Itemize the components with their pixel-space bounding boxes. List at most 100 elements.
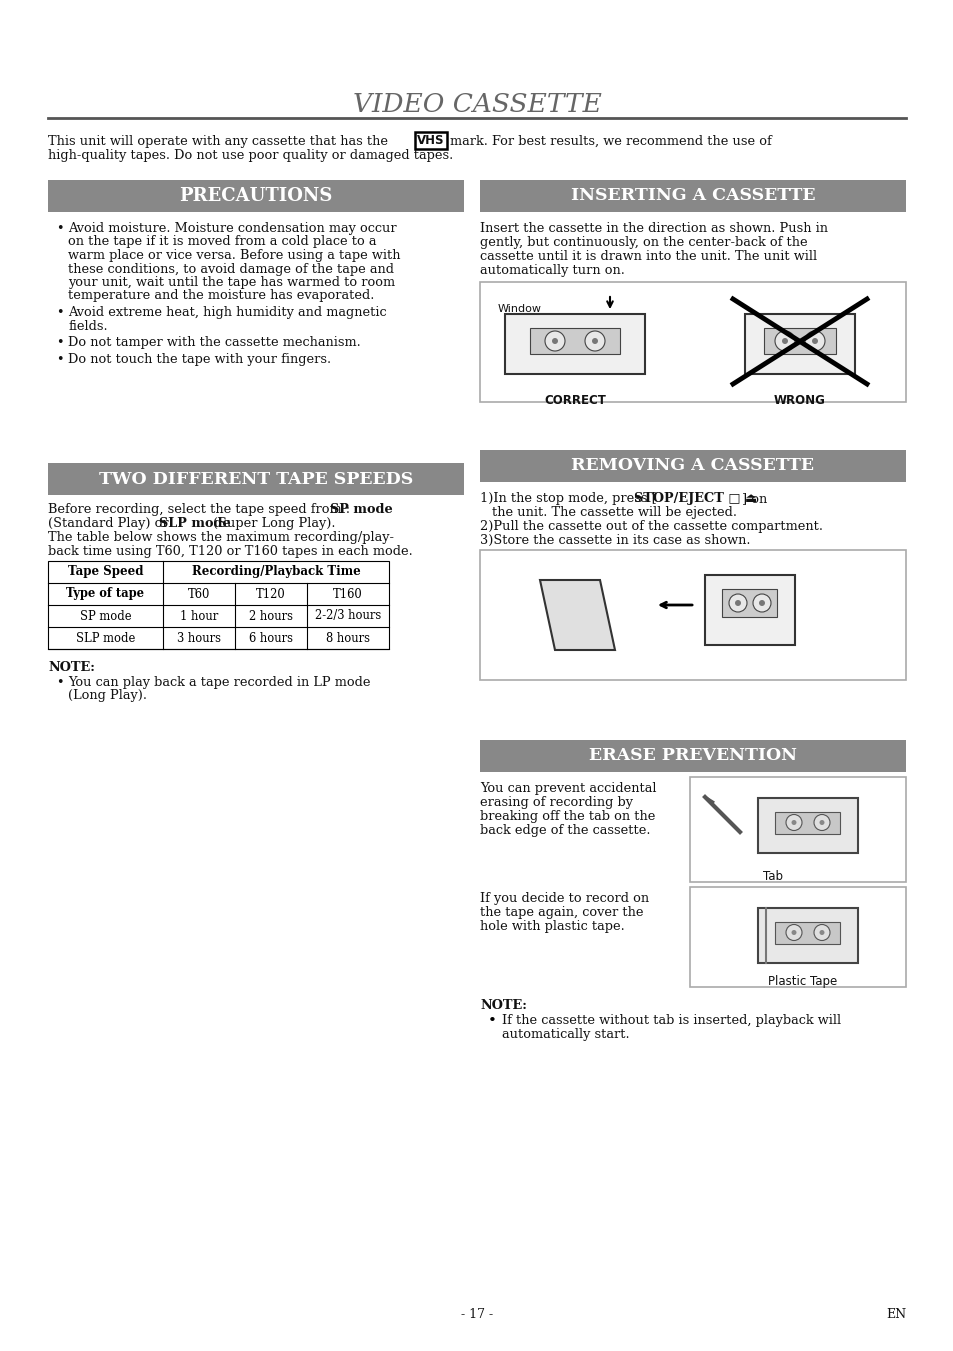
Text: •: • bbox=[56, 222, 64, 235]
Text: automatically turn on.: automatically turn on. bbox=[479, 263, 624, 277]
Bar bbox=[775, 921, 840, 943]
Text: SP mode: SP mode bbox=[80, 609, 132, 623]
Text: 2)Pull the cassette out of the cassette compartment.: 2)Pull the cassette out of the cassette … bbox=[479, 520, 822, 534]
Circle shape bbox=[759, 600, 764, 607]
Text: Before recording, select the tape speed from :: Before recording, select the tape speed … bbox=[48, 503, 354, 516]
Text: Window: Window bbox=[497, 304, 541, 313]
Circle shape bbox=[592, 338, 598, 345]
Text: Insert the cassette in the direction as shown. Push in: Insert the cassette in the direction as … bbox=[479, 222, 827, 235]
Text: back edge of the cassette.: back edge of the cassette. bbox=[479, 824, 650, 838]
Circle shape bbox=[804, 331, 824, 351]
Bar bbox=[48, 180, 463, 212]
Bar bbox=[744, 313, 854, 374]
Circle shape bbox=[819, 820, 823, 825]
Bar bbox=[763, 328, 835, 354]
Text: •: • bbox=[488, 1015, 497, 1028]
Bar bbox=[479, 450, 905, 482]
Circle shape bbox=[785, 815, 801, 831]
Text: on the tape if it is moved from a cold place to a: on the tape if it is moved from a cold p… bbox=[68, 235, 376, 249]
Text: INSERTING A CASSETTE: INSERTING A CASSETTE bbox=[570, 188, 815, 204]
Circle shape bbox=[791, 929, 796, 935]
Text: hole with plastic tape.: hole with plastic tape. bbox=[479, 920, 624, 934]
Text: (Super Long Play).: (Super Long Play). bbox=[213, 517, 335, 530]
Text: NOTE:: NOTE: bbox=[479, 998, 526, 1012]
Text: ] on: ] on bbox=[741, 492, 766, 505]
Circle shape bbox=[544, 331, 564, 351]
Text: 6 hours: 6 hours bbox=[249, 631, 293, 644]
Text: Type of tape: Type of tape bbox=[67, 588, 144, 600]
Text: automatically start.: automatically start. bbox=[501, 1028, 629, 1042]
Bar bbox=[479, 180, 905, 212]
Text: 3 hours: 3 hours bbox=[177, 631, 221, 644]
Bar bbox=[48, 561, 389, 648]
Text: •: • bbox=[56, 353, 64, 366]
Text: Recording/Playback Time: Recording/Playback Time bbox=[192, 566, 360, 578]
Bar bbox=[775, 812, 840, 834]
Text: REMOVING A CASSETTE: REMOVING A CASSETTE bbox=[571, 458, 814, 474]
Circle shape bbox=[791, 820, 796, 825]
Text: Do not touch the tape with your fingers.: Do not touch the tape with your fingers. bbox=[68, 353, 331, 366]
Text: VHS: VHS bbox=[416, 134, 444, 147]
Polygon shape bbox=[539, 580, 615, 650]
Text: 2 hours: 2 hours bbox=[249, 609, 293, 623]
Text: CORRECT: CORRECT bbox=[543, 394, 605, 407]
Text: your unit, wait until the tape has warmed to room: your unit, wait until the tape has warme… bbox=[68, 276, 395, 289]
Text: Tape Speed: Tape Speed bbox=[68, 566, 143, 578]
Bar bbox=[689, 777, 905, 882]
Text: You can prevent accidental: You can prevent accidental bbox=[479, 782, 656, 794]
Text: Tab: Tab bbox=[762, 870, 782, 884]
Text: WRONG: WRONG bbox=[773, 394, 825, 407]
Text: Plastic Tape: Plastic Tape bbox=[767, 975, 837, 988]
Circle shape bbox=[813, 924, 829, 940]
Text: ERASE PREVENTION: ERASE PREVENTION bbox=[588, 747, 796, 765]
Text: STOP/EJECT □ ⏏: STOP/EJECT □ ⏏ bbox=[634, 492, 757, 505]
Circle shape bbox=[728, 594, 746, 612]
Circle shape bbox=[734, 600, 740, 607]
Text: 3)Store the cassette in its case as shown.: 3)Store the cassette in its case as show… bbox=[479, 534, 750, 547]
Text: mark. For best results, we recommend the use of: mark. For best results, we recommend the… bbox=[450, 135, 771, 149]
Bar bbox=[479, 740, 905, 771]
Bar bbox=[530, 328, 619, 354]
Text: these conditions, to avoid damage of the tape and: these conditions, to avoid damage of the… bbox=[68, 262, 394, 276]
Text: fields.: fields. bbox=[68, 319, 108, 332]
Text: 1 hour: 1 hour bbox=[180, 609, 218, 623]
Text: the unit. The cassette will be ejected.: the unit. The cassette will be ejected. bbox=[492, 507, 737, 519]
Circle shape bbox=[819, 929, 823, 935]
Text: EN: EN bbox=[885, 1308, 905, 1321]
Text: cassette until it is drawn into the unit. The unit will: cassette until it is drawn into the unit… bbox=[479, 250, 817, 263]
Text: The table below shows the maximum recording/play-: The table below shows the maximum record… bbox=[48, 531, 394, 544]
Circle shape bbox=[584, 331, 604, 351]
Text: Avoid moisture. Moisture condensation may occur: Avoid moisture. Moisture condensation ma… bbox=[68, 222, 396, 235]
Bar bbox=[48, 463, 463, 494]
Text: erasing of recording by: erasing of recording by bbox=[479, 796, 633, 809]
Bar bbox=[689, 888, 905, 988]
Text: temperature and the moisture has evaporated.: temperature and the moisture has evapora… bbox=[68, 289, 374, 303]
Bar bbox=[504, 313, 644, 374]
Text: If you decide to record on: If you decide to record on bbox=[479, 892, 648, 905]
Text: If the cassette without tab is inserted, playback will: If the cassette without tab is inserted,… bbox=[501, 1015, 841, 1027]
Text: •: • bbox=[56, 305, 64, 319]
Text: PRECAUTIONS: PRECAUTIONS bbox=[179, 186, 333, 205]
Text: T120: T120 bbox=[255, 588, 286, 600]
Bar bbox=[721, 589, 777, 617]
Text: gently, but continuously, on the center-back of the: gently, but continuously, on the center-… bbox=[479, 236, 807, 249]
Text: You can play back a tape recorded in LP mode: You can play back a tape recorded in LP … bbox=[68, 676, 370, 689]
Circle shape bbox=[813, 815, 829, 831]
Text: TWO DIFFERENT TAPE SPEEDS: TWO DIFFERENT TAPE SPEEDS bbox=[99, 470, 413, 488]
Text: 8 hours: 8 hours bbox=[326, 631, 370, 644]
Text: back time using T60, T120 or T160 tapes in each mode.: back time using T60, T120 or T160 tapes … bbox=[48, 544, 413, 558]
Text: T160: T160 bbox=[333, 588, 362, 600]
Text: (Standard Play) or: (Standard Play) or bbox=[48, 517, 172, 530]
Text: SP mode: SP mode bbox=[330, 503, 393, 516]
Text: 2-2/3 hours: 2-2/3 hours bbox=[314, 609, 381, 623]
Bar bbox=[758, 908, 857, 962]
Text: VIDEO CASSETTE: VIDEO CASSETTE bbox=[353, 92, 600, 118]
Bar bbox=[479, 282, 905, 403]
Text: - 17 -: - 17 - bbox=[460, 1308, 493, 1321]
Text: (Long Play).: (Long Play). bbox=[68, 689, 147, 703]
Circle shape bbox=[781, 338, 787, 345]
Text: •: • bbox=[56, 336, 64, 349]
Text: high-quality tapes. Do not use poor quality or damaged tapes.: high-quality tapes. Do not use poor qual… bbox=[48, 149, 453, 162]
Bar bbox=[704, 576, 794, 644]
Text: •: • bbox=[56, 676, 64, 689]
